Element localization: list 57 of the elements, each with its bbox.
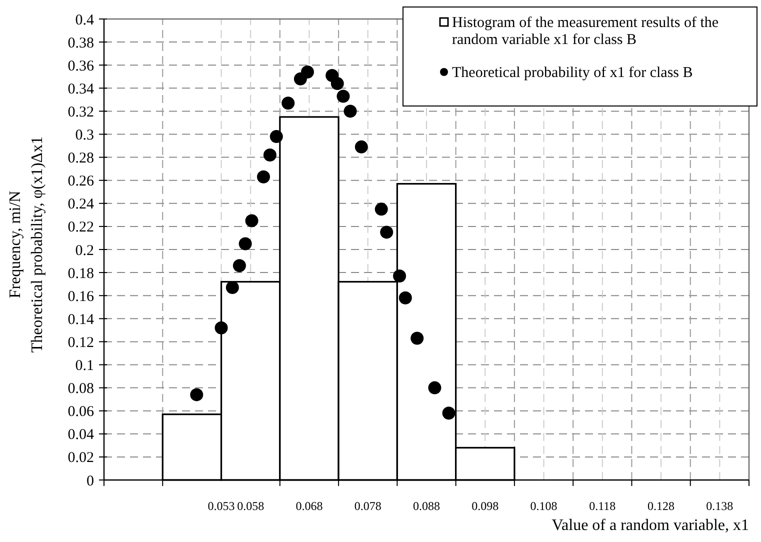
legend-label: Theoretical probability of x1 for class B xyxy=(452,65,693,81)
point xyxy=(282,96,295,110)
point xyxy=(270,130,283,144)
x-tick-label: 0.098 xyxy=(472,499,499,513)
x-tick-label: 0.068 xyxy=(296,499,323,513)
y-axis-title: Frequency, mi/N Theoretical probability, φ(x1)Δx1 xyxy=(7,136,46,353)
y-tick-label: 0.18 xyxy=(68,266,94,282)
point xyxy=(428,381,442,394)
point xyxy=(256,170,270,184)
y-tick-label: 0.34 xyxy=(68,81,94,98)
y-tick-label: 0.2 xyxy=(75,242,94,259)
point xyxy=(410,332,424,345)
x-tick-label: 0.118 xyxy=(589,499,616,513)
y-tick-label: 0.06 xyxy=(68,404,94,420)
y-tick-label: 0.3 xyxy=(75,128,94,144)
y-tick-label: 0.32 xyxy=(68,104,94,120)
y-tick-label: 0.12 xyxy=(68,334,94,351)
x-tick-label: 0.078 xyxy=(354,499,382,513)
x-tick-label: 0.108 xyxy=(530,499,558,513)
point xyxy=(238,237,252,250)
y-tick-label: 0.36 xyxy=(68,58,94,74)
y-tick-label: 0.28 xyxy=(68,150,94,167)
y-tick-label: 0 xyxy=(86,473,94,490)
x-tick-label: 0.053 xyxy=(208,499,235,513)
x-tick-label: 0.138 xyxy=(706,499,734,513)
point xyxy=(263,148,276,162)
x-tick-label: 0.128 xyxy=(648,499,675,513)
y-tick-label: 0.02 xyxy=(68,450,94,466)
y-tick-label: 0.24 xyxy=(68,196,94,213)
x-axis-title: Value of a random variable, x1 xyxy=(552,517,749,534)
point xyxy=(393,270,406,283)
point xyxy=(374,202,388,216)
point xyxy=(226,281,239,294)
point xyxy=(398,291,412,304)
y-tick-label: 0.26 xyxy=(68,174,94,190)
point xyxy=(354,140,368,154)
point xyxy=(344,104,357,118)
point xyxy=(330,77,344,90)
y-tick-label: 0.08 xyxy=(68,381,94,398)
point xyxy=(245,214,258,228)
y-tick-label: 0.14 xyxy=(68,312,94,328)
point xyxy=(336,90,350,103)
y-tick-label: 0.38 xyxy=(68,35,94,52)
point xyxy=(214,321,228,334)
y-tick-label: 0.1 xyxy=(75,358,94,374)
point xyxy=(442,406,456,420)
point xyxy=(232,259,246,272)
x-tick-label: 0.058 xyxy=(237,499,264,513)
y-tick-label: 0.22 xyxy=(68,220,94,236)
y-tick-label: 0.16 xyxy=(68,288,94,305)
legend-label: Histogram of the measurement results of the random variable x1 for class B xyxy=(452,15,719,48)
y-tick-label: 0.04 xyxy=(68,427,94,444)
point xyxy=(380,226,394,239)
point xyxy=(300,66,314,79)
point xyxy=(190,388,204,402)
y-tick-label: 0.4 xyxy=(75,12,94,28)
x-tick-label: 0.088 xyxy=(413,499,440,513)
